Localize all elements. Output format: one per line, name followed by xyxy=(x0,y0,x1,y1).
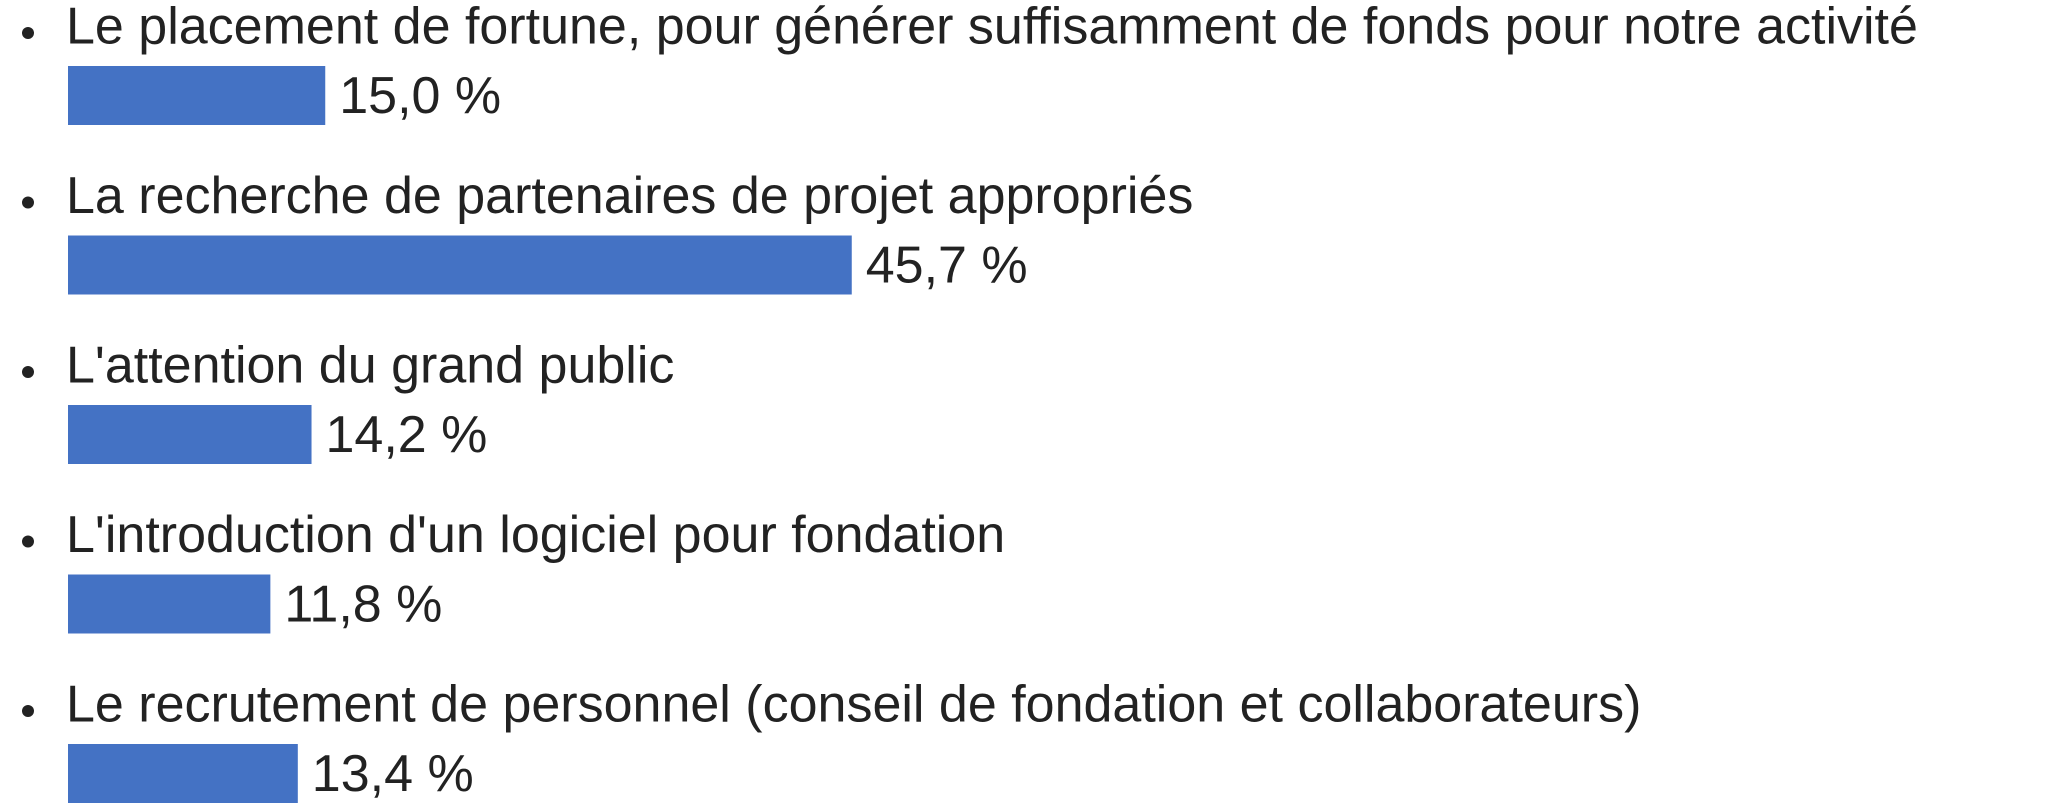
value-label: 15,0 % xyxy=(339,67,501,125)
value-label: 45,7 % xyxy=(866,237,1028,295)
bullet xyxy=(22,535,34,548)
bar xyxy=(68,405,312,464)
bullet xyxy=(22,196,34,209)
bullet xyxy=(22,705,34,717)
bar xyxy=(68,66,326,125)
bar xyxy=(68,574,271,634)
category-label: Le placement de fortune, pour générer su… xyxy=(66,0,1918,56)
bar xyxy=(68,744,298,803)
value-label: 14,2 % xyxy=(326,406,488,464)
bullet xyxy=(22,27,34,39)
value-label: 13,4 % xyxy=(312,745,474,803)
category-label: L'introduction d'un logiciel pour fondat… xyxy=(66,506,1005,564)
category-label: Le recrutement de personnel (conseil de … xyxy=(66,676,1641,734)
bullet xyxy=(22,366,34,378)
value-label: 11,8 % xyxy=(284,576,442,634)
category-label: L'attention du grand public xyxy=(66,337,674,395)
category-label: La recherche de partenaires de projet ap… xyxy=(66,167,1193,225)
bar xyxy=(68,235,852,295)
